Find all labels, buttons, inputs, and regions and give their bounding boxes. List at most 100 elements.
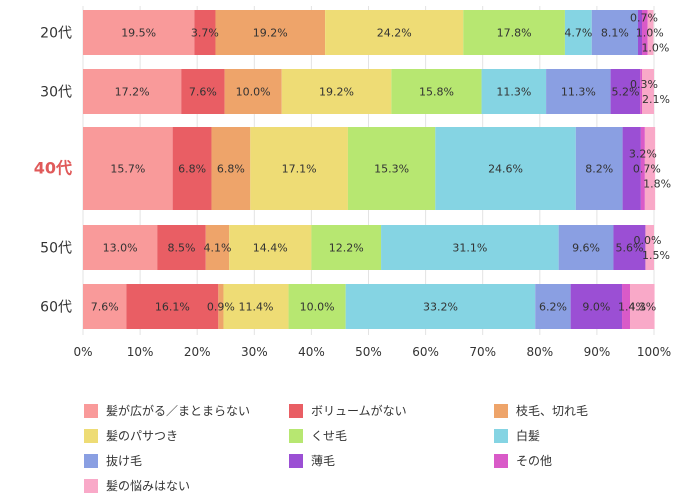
data-label: 17.2% bbox=[115, 86, 150, 99]
bar-segment bbox=[181, 69, 225, 114]
bar-segment bbox=[325, 10, 464, 55]
data-label: 9.6% bbox=[572, 242, 600, 255]
bar-segment bbox=[642, 10, 648, 55]
bar-segment bbox=[215, 10, 326, 55]
legend-swatch bbox=[84, 478, 98, 493]
data-label: 3.2% bbox=[629, 148, 657, 161]
data-label: 12.2% bbox=[329, 242, 364, 255]
bar-segment bbox=[630, 284, 655, 329]
data-label: 5.6% bbox=[615, 242, 643, 255]
data-label: 1.5% bbox=[642, 249, 670, 262]
data-label: 19.2% bbox=[253, 27, 288, 40]
category-label: 20代 bbox=[40, 26, 72, 42]
data-label: 4.1% bbox=[203, 242, 231, 255]
x-tick-label: 80% bbox=[526, 345, 553, 359]
bar-segment bbox=[229, 225, 312, 270]
x-tick-label: 50% bbox=[355, 345, 382, 359]
data-label: 7.6% bbox=[91, 301, 119, 314]
legend-label: 白髪 bbox=[516, 429, 541, 443]
legend-item: 白髪 bbox=[494, 427, 540, 444]
bar-segment bbox=[83, 127, 173, 210]
bar-segment bbox=[250, 127, 348, 210]
x-tick-label: 90% bbox=[584, 345, 611, 359]
legend-label: 髪が広がる／まとまらない bbox=[106, 404, 251, 418]
bar-segment bbox=[381, 225, 559, 270]
data-label: 7.6% bbox=[189, 86, 217, 99]
stacked-bar-chart: 19.5% 19.2% 24.2% 17.8% 4.7% 8.1% 3.7% 0.7% 1.0%… bbox=[34, 6, 671, 359]
legend-swatch bbox=[84, 453, 98, 468]
data-label: 17.8% bbox=[497, 27, 532, 40]
data-label: 0.9% bbox=[207, 301, 235, 314]
bar-segment bbox=[224, 69, 282, 114]
data-label: 6.2% bbox=[539, 301, 567, 314]
data-label: 10.0% bbox=[300, 301, 335, 314]
bar-segment bbox=[564, 10, 592, 55]
data-label: 4.7% bbox=[564, 27, 592, 40]
data-label: 6.8% bbox=[217, 163, 245, 176]
legend-item: 髪のパサつき bbox=[84, 427, 178, 444]
data-label: 15.3% bbox=[374, 163, 409, 176]
legend-label: 髪のパサつき bbox=[106, 429, 179, 443]
x-tick-label: 30% bbox=[241, 345, 268, 359]
bar-segment bbox=[157, 225, 206, 270]
data-label: 11.3% bbox=[496, 86, 531, 99]
legend-swatch bbox=[289, 403, 303, 418]
data-label: 11.4% bbox=[239, 301, 274, 314]
bar-segment bbox=[647, 10, 654, 55]
legend-item: 抜け毛 bbox=[84, 452, 142, 469]
data-label: 1.0% bbox=[641, 42, 669, 55]
legend-label: 抜け毛 bbox=[106, 454, 143, 468]
bar-segment bbox=[644, 127, 656, 210]
data-label: 10.0% bbox=[236, 86, 271, 99]
data-labels: 19.5% 19.2% 24.2% 17.8% 4.7% 8.1% 3.7% 0.7% 1.0%… bbox=[91, 12, 671, 314]
data-label: 2.1% bbox=[642, 93, 670, 106]
legend-item: 髪の悩みはない bbox=[84, 477, 190, 494]
bar-segment bbox=[211, 127, 251, 210]
bar-segment bbox=[345, 284, 536, 329]
data-label: 13.0% bbox=[103, 242, 138, 255]
bar-segment bbox=[126, 284, 219, 329]
bar-segment bbox=[83, 225, 158, 270]
legend-item: その他 bbox=[494, 452, 552, 469]
bars bbox=[83, 10, 656, 329]
bar-segment bbox=[645, 225, 654, 270]
data-label: 14.4% bbox=[253, 242, 288, 255]
bar-segment bbox=[463, 10, 565, 55]
data-label: 1.0% bbox=[636, 27, 664, 40]
data-label: 0.7% bbox=[630, 12, 658, 25]
legend-label: くせ毛 bbox=[311, 429, 348, 443]
data-label: 17.1% bbox=[282, 163, 317, 176]
legend-label: 髪の悩みはない bbox=[106, 479, 191, 493]
legend-item: ボリュームがない bbox=[289, 402, 407, 419]
bar-segment bbox=[281, 69, 392, 114]
data-label: 5.2% bbox=[611, 86, 639, 99]
bar-segment bbox=[218, 284, 224, 329]
bar-segment bbox=[83, 284, 127, 329]
bar-segment bbox=[435, 127, 576, 210]
bar-segment bbox=[194, 10, 216, 55]
data-label: 1.4% bbox=[618, 301, 646, 314]
data-label: 1.8% bbox=[643, 178, 671, 191]
category-label: 30代 bbox=[40, 85, 72, 101]
data-label: 11.3% bbox=[561, 86, 596, 99]
bar-segment bbox=[642, 69, 654, 114]
x-tick-label: 0% bbox=[73, 345, 92, 359]
data-label: 3.7% bbox=[191, 27, 219, 40]
legend-swatch bbox=[289, 428, 303, 443]
legend-swatch bbox=[494, 403, 508, 418]
x-tick-label: 10% bbox=[127, 345, 154, 359]
legend-swatch bbox=[84, 403, 98, 418]
bar-segment bbox=[347, 127, 436, 210]
legend-item: 髪が広がる／まとまらない bbox=[84, 402, 250, 419]
legend-item: 薄毛 bbox=[289, 452, 335, 469]
legend-label: 薄毛 bbox=[311, 454, 336, 468]
bar-segment bbox=[610, 69, 641, 114]
x-axis-ticks: 0% 10% 20% 30% 40% 50% 60% 70% 80% 90% 100% bbox=[73, 345, 671, 359]
data-label: 0.3% bbox=[630, 78, 658, 91]
bar-segment bbox=[172, 127, 212, 210]
category-label: 60代 bbox=[40, 300, 72, 316]
bar-segment bbox=[311, 225, 382, 270]
data-label: 24.6% bbox=[488, 163, 523, 176]
category-labels: 20代 30代 40代 50代 60代 bbox=[34, 26, 72, 316]
data-label: 33.2% bbox=[423, 301, 458, 314]
